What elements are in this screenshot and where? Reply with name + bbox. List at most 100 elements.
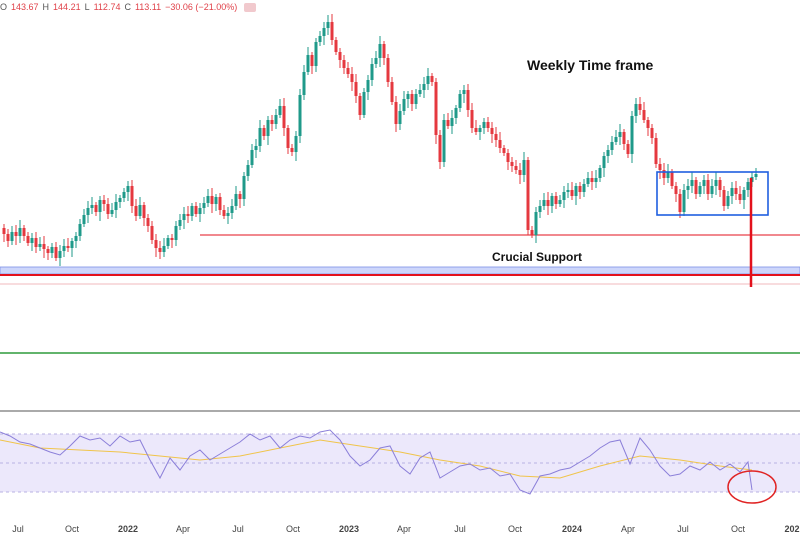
candle-body xyxy=(34,238,38,247)
candle-body xyxy=(418,90,422,94)
candle-body xyxy=(326,22,330,28)
candle-body xyxy=(6,234,10,241)
candle-body xyxy=(338,52,342,60)
candle-body xyxy=(562,192,566,200)
candle-body xyxy=(286,128,290,148)
candle-body xyxy=(54,247,58,258)
high-value: 144.21 xyxy=(53,2,81,12)
candle-body xyxy=(490,128,494,134)
rsi-highlight-circle xyxy=(727,470,777,504)
candle-body xyxy=(42,244,46,249)
candle-body xyxy=(410,94,414,104)
candle-body xyxy=(78,224,82,236)
candle-body xyxy=(662,170,666,178)
support-label: Crucial Support xyxy=(492,250,582,264)
candle-body xyxy=(82,215,86,224)
candle-body xyxy=(458,94,462,108)
candle-body xyxy=(350,74,354,82)
candle-body xyxy=(154,240,158,248)
x-tick-label: Oct xyxy=(286,524,301,534)
candle-body xyxy=(90,205,94,208)
candle-body xyxy=(282,106,286,128)
x-tick-label: Oct xyxy=(508,524,523,534)
candle-body xyxy=(614,137,618,142)
candle-body xyxy=(506,153,510,162)
rsi-line xyxy=(0,429,753,495)
candle-body xyxy=(542,200,546,206)
candle-body xyxy=(486,122,490,128)
candle-body xyxy=(302,72,306,95)
candle-body xyxy=(526,160,530,230)
candle-body xyxy=(298,95,302,136)
x-tick-label: 2022 xyxy=(118,524,138,534)
candle-body xyxy=(26,236,30,243)
close-value: 113.11 xyxy=(134,2,162,12)
symbol-settings-icon[interactable] xyxy=(244,2,257,12)
candle-body xyxy=(278,106,282,115)
candle-body xyxy=(238,194,242,199)
x-tick-label: 202 xyxy=(784,524,799,534)
candle-body xyxy=(74,236,78,241)
candle-body xyxy=(390,82,394,102)
candle-body xyxy=(450,118,454,126)
x-tick-label: Oct xyxy=(731,524,746,534)
candle-body xyxy=(118,198,122,202)
candle-body xyxy=(50,247,54,253)
candle-body xyxy=(626,144,630,154)
candle-body xyxy=(130,186,134,206)
x-tick-label: Apr xyxy=(621,524,635,534)
candle-body xyxy=(342,60,346,68)
candle-body xyxy=(174,226,178,240)
candle-body xyxy=(170,238,174,240)
candle-body xyxy=(182,214,186,220)
candle-body xyxy=(386,58,390,82)
candle-body xyxy=(698,186,702,194)
candle-body xyxy=(122,192,126,198)
candle-body xyxy=(554,196,558,204)
candle-body xyxy=(162,246,166,252)
candle-body xyxy=(498,140,502,148)
candle-body xyxy=(146,218,150,226)
candle-body xyxy=(702,180,706,186)
candle-body xyxy=(550,196,554,206)
candle-body xyxy=(310,55,314,66)
candle-body xyxy=(730,188,734,196)
x-axis: Jul Oct 2022 Apr Jul Oct 2023 Apr Jul Oct 2024 Apr J… xyxy=(12,524,799,534)
rsi-panel xyxy=(0,410,800,495)
x-tick-label: Oct xyxy=(65,524,80,534)
candle-body xyxy=(346,68,350,74)
candle-body xyxy=(598,168,602,178)
candle-body xyxy=(514,166,518,170)
candle-body xyxy=(46,249,50,253)
close-label: C xyxy=(124,2,131,12)
candle-body xyxy=(742,190,746,200)
candle-body xyxy=(106,204,110,214)
candle-body xyxy=(218,197,222,210)
candle-body xyxy=(14,232,18,236)
high-label: H xyxy=(42,2,50,12)
candle-body xyxy=(382,44,386,58)
candle-body xyxy=(470,110,474,128)
candle-body xyxy=(686,186,690,190)
candle-body xyxy=(678,194,682,212)
annotation-layer: Weekly Time frame Crucial Support xyxy=(492,57,777,504)
candle-body xyxy=(478,128,482,132)
candle-body xyxy=(442,120,446,162)
candle-body xyxy=(402,99,406,111)
candle-body xyxy=(374,58,378,64)
candle-body xyxy=(142,205,146,218)
candle-body xyxy=(198,208,202,214)
candle-body xyxy=(362,92,366,115)
candle-body xyxy=(30,238,34,243)
candle-body xyxy=(586,178,590,184)
candle-body xyxy=(394,102,398,124)
candle-body xyxy=(378,44,382,58)
candle-body xyxy=(754,174,758,177)
candle-body xyxy=(594,178,598,182)
candle-body xyxy=(434,82,438,135)
candle-body xyxy=(66,246,70,248)
candle-body xyxy=(38,244,42,247)
candle-body xyxy=(110,210,114,214)
candle-body xyxy=(366,80,370,92)
